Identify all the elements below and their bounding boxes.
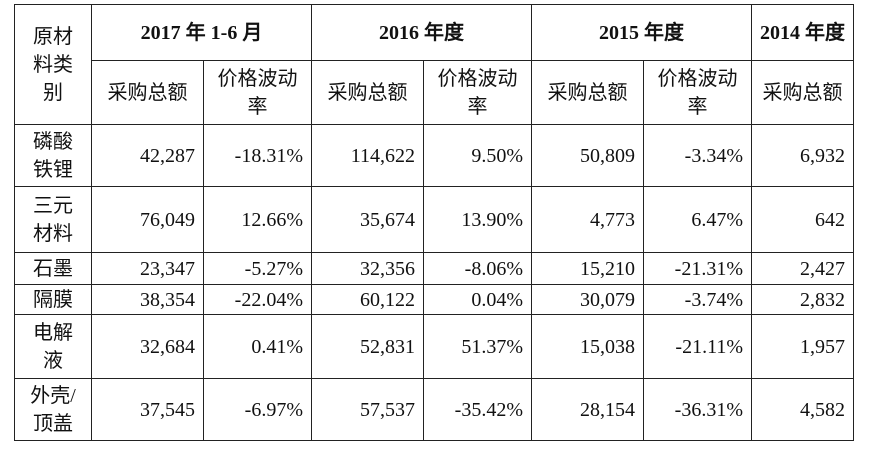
value-cell: 76,049 <box>91 186 204 253</box>
category-cell: 磷酸铁锂 <box>14 124 92 187</box>
value-cell: 32,356 <box>311 252 424 285</box>
value-cell: 52,831 <box>311 314 424 379</box>
value-cell: 4,582 <box>751 378 854 441</box>
value-cell: -3.74% <box>643 284 752 315</box>
corner-header: 原材料类别 <box>14 4 92 125</box>
amount-header: 采购总额 <box>751 60 854 125</box>
category-cell: 三元材料 <box>14 186 92 253</box>
value-cell: -5.27% <box>203 252 312 285</box>
value-cell: 51.37% <box>423 314 532 379</box>
value-cell: 15,210 <box>531 252 644 285</box>
amount-header: 采购总额 <box>531 60 644 125</box>
value-cell: 37,545 <box>91 378 204 441</box>
value-cell: 28,154 <box>531 378 644 441</box>
period-header-2017h1: 2017 年 1-6 月 <box>91 4 312 61</box>
table-row: 石墨 23,347 -5.27% 32,356 -8.06% 15,210 -2… <box>14 252 854 285</box>
value-cell: 2,832 <box>751 284 854 315</box>
value-cell: 0.41% <box>203 314 312 379</box>
value-cell: -21.31% <box>643 252 752 285</box>
value-cell: 2,427 <box>751 252 854 285</box>
table-row: 磷酸铁锂 42,287 -18.31% 114,622 9.50% 50,809… <box>14 124 854 187</box>
value-cell: -21.11% <box>643 314 752 379</box>
value-cell: 6,932 <box>751 124 854 187</box>
category-cell: 外壳/顶盖 <box>14 378 92 441</box>
value-cell: 0.04% <box>423 284 532 315</box>
value-cell: 38,354 <box>91 284 204 315</box>
procurement-table: 原材料类别 2017 年 1-6 月 2016 年度 2015 年度 2014 … <box>14 4 854 441</box>
value-cell: -35.42% <box>423 378 532 441</box>
value-cell: -18.31% <box>203 124 312 187</box>
value-cell: 35,674 <box>311 186 424 253</box>
value-cell: 42,287 <box>91 124 204 187</box>
value-cell: 60,122 <box>311 284 424 315</box>
category-cell: 隔膜 <box>14 284 92 315</box>
value-cell: -3.34% <box>643 124 752 187</box>
value-cell: 114,622 <box>311 124 424 187</box>
table-row: 电解液 32,684 0.41% 52,831 51.37% 15,038 -2… <box>14 314 854 379</box>
value-cell: 23,347 <box>91 252 204 285</box>
corner-label: 原材料类别 <box>33 25 73 104</box>
category-cell: 石墨 <box>14 252 92 285</box>
table-row: 外壳/顶盖 37,545 -6.97% 57,537 -35.42% 28,15… <box>14 378 854 441</box>
value-cell: 57,537 <box>311 378 424 441</box>
value-cell: -36.31% <box>643 378 752 441</box>
procurement-table-container: 原材料类别 2017 年 1-6 月 2016 年度 2015 年度 2014 … <box>14 4 854 441</box>
value-cell: -8.06% <box>423 252 532 285</box>
period-header-2014: 2014 年度 <box>751 4 854 61</box>
period-header-2015: 2015 年度 <box>531 4 752 61</box>
value-cell: 15,038 <box>531 314 644 379</box>
period-header-2016: 2016 年度 <box>311 4 532 61</box>
value-cell: 6.47% <box>643 186 752 253</box>
amount-header: 采购总额 <box>91 60 204 125</box>
sub-header-row: 采购总额 价格波动率 采购总额 价格波动率 采购总额 价格波动率 采购总额 <box>15 60 854 125</box>
table-row: 隔膜 38,354 -22.04% 60,122 0.04% 30,079 -3… <box>14 284 854 315</box>
value-cell: -6.97% <box>203 378 312 441</box>
value-cell: 1,957 <box>751 314 854 379</box>
category-cell: 电解液 <box>14 314 92 379</box>
value-cell: 4,773 <box>531 186 644 253</box>
value-cell: 12.66% <box>203 186 312 253</box>
amount-header: 采购总额 <box>311 60 424 125</box>
value-cell: 50,809 <box>531 124 644 187</box>
volatility-header: 价格波动率 <box>423 60 532 125</box>
table-row: 三元材料 76,049 12.66% 35,674 13.90% 4,773 6… <box>14 186 854 253</box>
value-cell: 642 <box>751 186 854 253</box>
value-cell: 13.90% <box>423 186 532 253</box>
value-cell: 32,684 <box>91 314 204 379</box>
value-cell: 30,079 <box>531 284 644 315</box>
period-header-row: 原材料类别 2017 年 1-6 月 2016 年度 2015 年度 2014 … <box>14 4 854 125</box>
volatility-header: 价格波动率 <box>643 60 752 125</box>
value-cell: -22.04% <box>203 284 312 315</box>
volatility-header: 价格波动率 <box>203 60 312 125</box>
value-cell: 9.50% <box>423 124 532 187</box>
